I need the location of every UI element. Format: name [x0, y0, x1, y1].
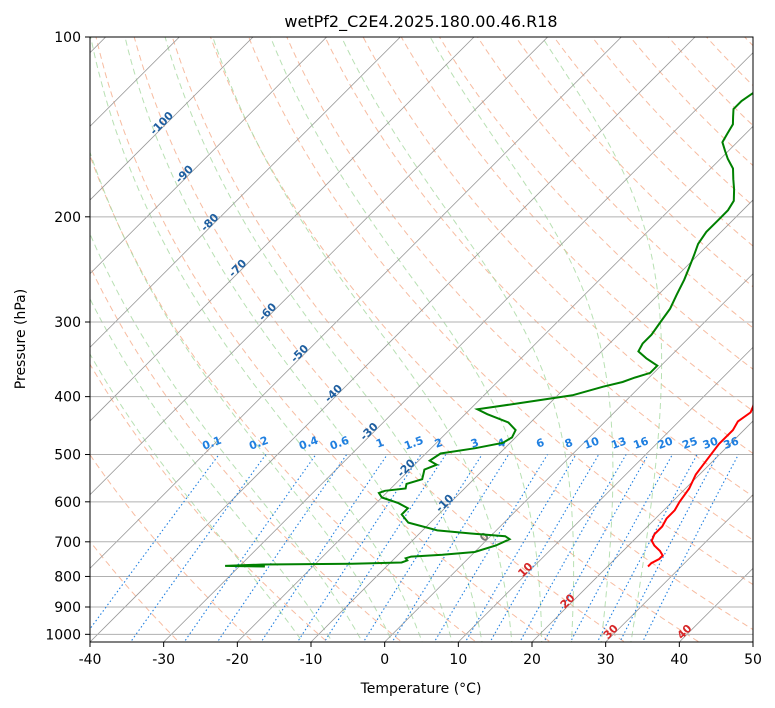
x-tick-label: 30 [597, 652, 615, 668]
mixing-ratio-label: 10 [582, 434, 601, 452]
mixing-ratio-label: 13 [609, 435, 628, 452]
y-axis-title: Pressure (hPa) [13, 289, 29, 389]
mixing-ratio-label: 36 [722, 434, 741, 452]
x-tick-label: 20 [523, 652, 541, 668]
isotherm-line [457, 346, 753, 642]
x-tick-label: -20 [226, 652, 249, 668]
dry-adiabat [248, 37, 753, 586]
dry-adiabat [90, 363, 329, 642]
mixing-ratio-label: 8 [563, 436, 575, 451]
isotherm-line [531, 420, 753, 642]
dry-adiabat [477, 37, 753, 329]
x-tick-label: -30 [152, 652, 175, 668]
isotherm-line [90, 37, 475, 422]
x-axis-title: Temperature (°C) [360, 681, 482, 697]
mixing-ratio-line [90, 454, 220, 630]
mixing-ratio-line [433, 454, 548, 642]
isotherm-line [310, 199, 753, 642]
x-axis: -40 -30 -20 -10 0 10 20 30 40 50 [79, 642, 762, 668]
mixing-ratio-label: 1 [374, 436, 386, 451]
mixing-ratio-line [619, 454, 719, 642]
dry-adiabat [90, 154, 477, 642]
y-tick-label: 900 [54, 600, 81, 616]
isotherm-line [90, 37, 401, 348]
mixing-ratio-label: 0.1 [200, 434, 223, 453]
isotherm-line [90, 37, 328, 275]
isotherm-lines [90, 37, 753, 642]
y-tick-label: 800 [54, 569, 81, 585]
isotherm-line [163, 52, 753, 642]
y-tick-label: 100 [54, 30, 81, 46]
mixing-ratio-line [596, 454, 698, 642]
y-tick-label: 400 [54, 390, 81, 406]
y-tick-label: 200 [54, 210, 81, 226]
mixing-ratio-line [569, 454, 673, 642]
isotherm-line [90, 37, 696, 642]
mixing-ratio-line [260, 454, 388, 642]
mixing-ratio-label: 2 [433, 436, 445, 451]
isotherm-line [384, 273, 753, 642]
temperature-series [647, 402, 753, 568]
moist-adiabat [212, 37, 513, 642]
x-tick-label: 50 [744, 652, 762, 668]
x-tick-label: -40 [79, 652, 102, 668]
dry-adiabat [286, 37, 753, 541]
mixing-ratio-line [216, 454, 348, 642]
moist-adiabat [90, 37, 423, 642]
dry-adiabat [95, 37, 552, 642]
dry-adiabat [171, 37, 700, 642]
dewpoint-series [225, 91, 753, 568]
mixing-ratio-label: 1.5 [402, 434, 425, 453]
mixing-ratio-line [129, 454, 267, 642]
mixing-ratio-label: 3 [469, 436, 481, 451]
moist-adiabat [429, 37, 614, 642]
isotherm-line [236, 125, 753, 642]
y-tick-label: 600 [54, 495, 81, 511]
dry-adiabat [90, 453, 254, 642]
y-tick-label: 500 [54, 448, 81, 464]
plot-frame [89, 36, 754, 643]
mixing-ratio-label: 16 [632, 434, 651, 452]
moist-adiabat [90, 232, 363, 642]
dry-adiabat [362, 37, 753, 455]
mixing-ratio-label: 6 [534, 436, 546, 451]
moist-adiabat [164, 37, 483, 642]
moist-adiabat [90, 150, 393, 642]
mixing-ratio-label: 20 [656, 434, 675, 452]
y-tick-label: 1000 [45, 627, 81, 643]
mixing-ratio-label: 25 [681, 435, 700, 452]
moist-adiabat [90, 297, 333, 642]
isotherm-line [605, 494, 753, 642]
dry-adiabat [400, 37, 753, 412]
y-axis: 100 200 300 400 500 600 700 800 900 1000 [45, 30, 90, 643]
mixing-ratio-line [183, 454, 317, 642]
mixing-ratio-line [323, 454, 447, 642]
isotherm-line [90, 37, 622, 569]
moist-adiabat [340, 37, 575, 642]
isotherm-line [90, 37, 549, 496]
mixing-ratio-label: 0.2 [247, 434, 270, 453]
x-tick-label: -10 [300, 652, 323, 668]
mixing-ratio-line [362, 454, 483, 642]
chart-title: wetPf2_C2E4.2025.180.00.46.R18 [284, 12, 557, 32]
mixing-ratio-lines [90, 454, 739, 642]
dry-adiabat [438, 37, 753, 370]
dry-adiabat [209, 37, 753, 631]
mixing-ratio-line [296, 454, 422, 642]
pressure-gridlines [90, 37, 753, 635]
mixing-ratio-label: 0.6 [328, 434, 351, 453]
y-tick-label: 300 [54, 315, 81, 331]
isotherm-line [90, 37, 254, 201]
moist-adiabat [541, 37, 663, 642]
dry-adiabat [133, 37, 626, 642]
x-tick-label: 10 [449, 652, 467, 668]
x-tick-label: 0 [380, 652, 389, 668]
mixing-ratio-line [464, 454, 577, 642]
mixing-ratio-label: 0.4 [297, 434, 320, 453]
mixing-ratio-line [391, 454, 510, 642]
x-tick-label: 40 [670, 652, 688, 668]
y-tick-label: 700 [54, 535, 81, 551]
